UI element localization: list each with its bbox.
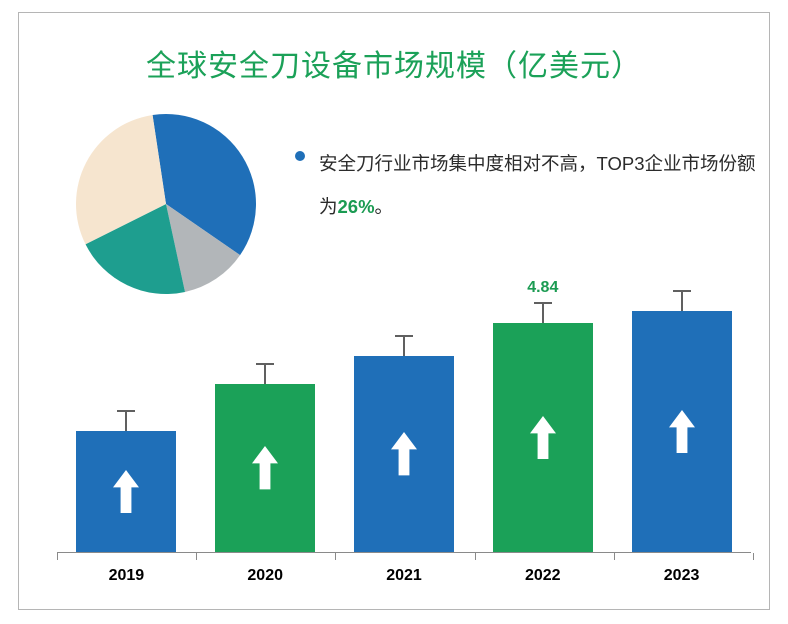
chart-title: 全球安全刀设备市场规模（亿美元） [19,41,769,85]
bar-chart-area: 4.84 [57,293,751,553]
bar-value-label: 4.84 [527,279,558,297]
error-cap [673,290,691,292]
legend-text-suffix: 。 [375,196,394,217]
arrow-up-icon [669,410,695,453]
axis-tick [196,553,197,560]
bar-slot [210,384,320,552]
legend: 安全刀行业市场集中度相对不高，TOP3企业市场份额为26%。 [295,143,765,228]
arrow-up-icon [530,416,556,459]
x-axis-label: 2020 [210,567,320,585]
axis-tick [475,553,476,560]
legend-bullet-icon [295,151,305,161]
x-axis-label: 2019 [71,567,181,585]
bar [493,323,593,552]
error-cap [395,335,413,337]
bar-slot [71,431,181,552]
bar-slot [627,311,737,552]
axis-tick [753,553,754,560]
pie-chart [71,109,261,299]
chart-frame: 全球安全刀设备市场规模（亿美元） 安全刀行业市场集中度相对不高，TOP3企业市场… [18,12,770,610]
axis-tick [335,553,336,560]
axis-tick [614,553,615,560]
x-axis-label: 2023 [627,567,737,585]
bar [215,384,315,552]
bar-slot [349,356,459,552]
error-cap [256,363,274,365]
error-cap [534,302,552,304]
x-axis-labels: 2019 2020 2021 2022 2023 [57,567,751,585]
x-axis-label: 2022 [488,567,598,585]
x-axis-label: 2021 [349,567,459,585]
error-cap [117,410,135,412]
axis-tick [57,553,58,560]
bar [632,311,732,552]
arrow-up-icon [391,432,417,475]
bar [76,431,176,552]
bar-slot: 4.84 [488,323,598,552]
arrow-up-icon [252,446,278,489]
arrow-up-icon [113,470,139,513]
legend-text: 安全刀行业市场集中度相对不高，TOP3企业市场份额为26%。 [319,143,765,228]
bar [354,356,454,552]
legend-emphasis: 26% [338,196,375,217]
